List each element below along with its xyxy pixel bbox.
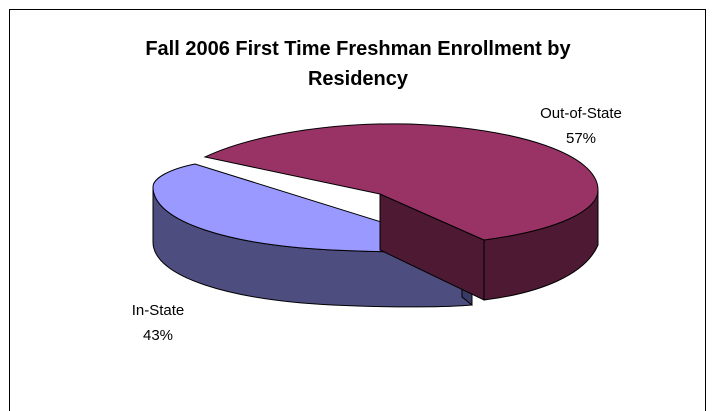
label-out-of-state: Out-of-State [540, 105, 622, 122]
label-out-of-state-percent: 57% [566, 130, 596, 147]
label-in-state-percent: 43% [143, 327, 173, 344]
chart-title-line-2: Residency [307, 68, 409, 90]
label-in-state: In-State [132, 302, 185, 319]
chart-title: Fall 2006 First Time Freshman Enrollment… [0, 34, 716, 94]
chart-title-line-1: Fall 2006 First Time Freshman Enrollment… [145, 38, 571, 60]
slice-out-of-state [203, 123, 599, 301]
slice-out-of-state-top [203, 123, 599, 241]
